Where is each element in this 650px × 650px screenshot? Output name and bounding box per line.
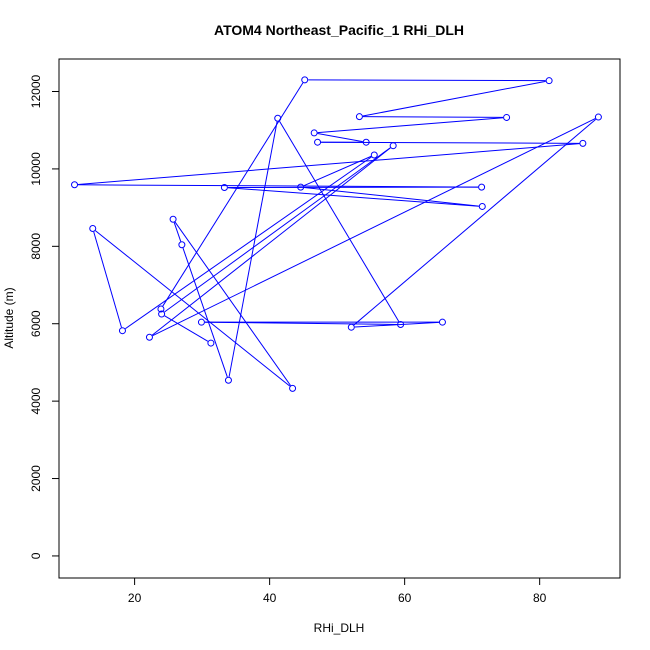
plot-frame	[58, 58, 621, 579]
data-point	[158, 310, 166, 318]
series-segment	[164, 315, 209, 342]
y-tick-label: 4000	[29, 387, 43, 414]
data-point	[274, 114, 282, 122]
data-point	[347, 323, 355, 331]
series-segment	[227, 187, 479, 207]
series-points	[71, 76, 602, 392]
y-tick-label: 12000	[29, 75, 43, 109]
x-tick-label: 20	[128, 591, 142, 605]
data-point	[89, 225, 97, 233]
series-segment	[353, 118, 597, 326]
data-point	[224, 376, 232, 384]
data-point	[169, 215, 177, 223]
series-segment	[321, 141, 580, 144]
series-segment	[77, 143, 580, 185]
x-tick-label: 60	[398, 591, 412, 605]
data-point	[478, 183, 486, 191]
y-axis-label: Altitude (m)	[2, 287, 16, 348]
data-point	[157, 305, 165, 313]
x-tick-label: 80	[533, 591, 547, 605]
data-point	[545, 77, 553, 85]
series-segment	[152, 118, 596, 337]
series-segment	[308, 79, 546, 82]
series-segment	[228, 121, 278, 377]
y-tick-label: 6000	[29, 310, 43, 337]
data-point	[362, 138, 370, 146]
data-point	[478, 202, 486, 210]
data-point	[301, 76, 309, 84]
series-segment	[304, 186, 479, 207]
series-segment	[362, 80, 546, 117]
data-point	[438, 318, 446, 326]
data-point	[197, 318, 205, 326]
data-point	[579, 139, 587, 147]
y-tick-label: 0	[29, 552, 43, 559]
data-point	[397, 320, 405, 328]
series-segment	[317, 133, 363, 143]
data-point	[370, 151, 378, 159]
series-segment	[362, 116, 504, 118]
x-axis-label: RHi_DLH	[314, 621, 365, 635]
x-tick-label: 40	[263, 591, 277, 605]
series-segment	[173, 222, 182, 242]
series-segment	[317, 117, 504, 134]
series-segment	[354, 321, 439, 328]
data-point	[289, 384, 297, 392]
data-point	[145, 333, 153, 341]
series-segment	[95, 230, 291, 387]
data-point	[220, 183, 228, 191]
series-segment	[279, 120, 400, 322]
series-segment	[174, 221, 291, 386]
y-tick-label: 8000	[29, 233, 43, 260]
chart-title: ATOM4 Northeast_Pacific_1 RHi_DLH	[214, 22, 464, 38]
data-point	[314, 138, 322, 146]
data-point	[594, 113, 602, 121]
data-point	[178, 241, 186, 249]
series-segment	[151, 147, 391, 336]
data-point	[71, 181, 79, 189]
y-tick-label: 2000	[29, 465, 43, 492]
data-point	[297, 183, 305, 191]
series-segment	[182, 247, 228, 378]
series-segment	[162, 82, 304, 307]
data-point	[389, 142, 397, 150]
series-lines	[77, 79, 597, 387]
series-segment	[164, 147, 391, 313]
x-axis: 20 40 60 80	[128, 577, 547, 605]
y-axis: 0 2000 4000 6000 8000 10000 12000	[29, 75, 60, 559]
series-segment	[93, 231, 122, 328]
data-point	[118, 327, 126, 335]
data-point	[310, 129, 318, 137]
data-point	[503, 113, 511, 121]
series-segment	[78, 184, 479, 188]
series-segment	[125, 156, 372, 330]
y-tick-label: 10000	[29, 152, 43, 186]
data-point	[207, 339, 215, 347]
data-point	[355, 113, 363, 121]
